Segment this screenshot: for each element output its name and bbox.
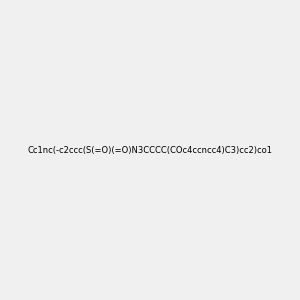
- Text: Cc1nc(-c2ccc(S(=O)(=O)N3CCCC(COc4ccncc4)C3)cc2)co1: Cc1nc(-c2ccc(S(=O)(=O)N3CCCC(COc4ccncc4)…: [28, 146, 272, 154]
